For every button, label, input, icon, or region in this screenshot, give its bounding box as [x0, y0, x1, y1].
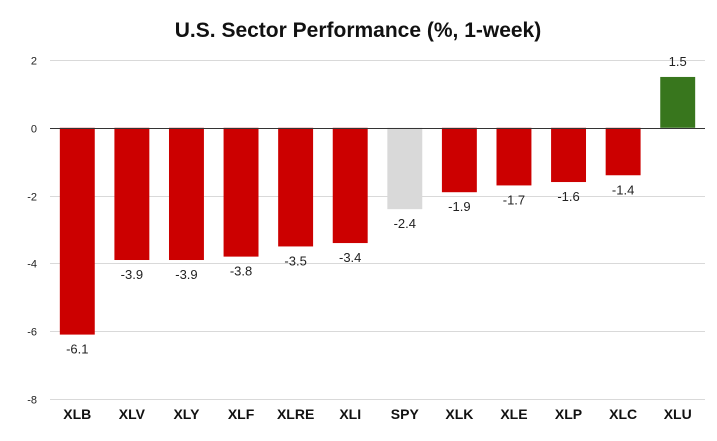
bar-xlre	[278, 127, 314, 247]
y-tick-label: -8	[27, 395, 37, 407]
x-tick-label-xle: XLE	[500, 406, 527, 422]
data-label-xlu: 1.5	[669, 54, 687, 69]
y-tick-label: -4	[27, 259, 37, 271]
x-tick-label-xlb: XLB	[63, 406, 91, 422]
bar-xli	[332, 127, 368, 244]
data-label-xlb: -6.1	[66, 342, 88, 357]
x-tick-label-xlc: XLC	[609, 406, 637, 422]
data-label-xlre: -3.5	[284, 253, 306, 268]
bar-xle	[496, 127, 532, 186]
bar-xlv	[114, 127, 150, 261]
data-label-xlk: -1.9	[448, 199, 470, 214]
bar-xlb	[59, 127, 95, 335]
y-tick-label: -6	[27, 327, 37, 339]
x-axis-tick-labels: XLB XLV XLY XLF XLRE XLI SPY XLK XLE XLP XLC XLU	[63, 406, 691, 422]
x-tick-label-xlk: XLK	[445, 406, 473, 422]
bar-xlu	[660, 76, 696, 128]
data-label-xlv: -3.9	[121, 267, 143, 282]
chart-title: U.S. Sector Performance (%, 1-week)	[175, 19, 541, 42]
x-tick-label-xlu: XLU	[664, 406, 692, 422]
y-axis-tick-labels: 2 0 -2 -4 -6 -8	[27, 56, 37, 407]
x-tick-label-spy: SPY	[391, 406, 420, 422]
bar-xlf	[223, 127, 259, 257]
x-tick-label-xlp: XLP	[555, 406, 582, 422]
data-label-xlp: -1.6	[557, 189, 579, 204]
data-label-xle: -1.7	[503, 192, 525, 207]
x-tick-label-xlv: XLV	[119, 406, 146, 422]
bar-xlp	[551, 127, 587, 183]
gridlines	[50, 60, 705, 400]
data-label-xlf: -3.8	[230, 264, 252, 279]
y-tick-label: 0	[31, 124, 37, 136]
data-label-xly: -3.9	[175, 267, 197, 282]
y-tick-label: 2	[31, 56, 37, 68]
bar-xlk	[441, 127, 477, 193]
y-tick-label: -2	[27, 192, 37, 204]
data-labels: -6.1 -3.9 -3.9 -3.8 -3.5 -3.4 -2.4 -1.9 -1.7 -1.6…	[66, 54, 687, 357]
data-label-xlc: -1.4	[612, 182, 634, 197]
bars	[59, 76, 696, 335]
bar-spy	[387, 127, 423, 210]
x-tick-label-xlre: XLRE	[277, 406, 314, 422]
bar-xly	[168, 127, 204, 261]
x-tick-label-xlf: XLF	[228, 406, 255, 422]
x-tick-label-xly: XLY	[173, 406, 200, 422]
data-label-spy: -2.4	[394, 216, 416, 231]
x-tick-label-xli: XLI	[339, 406, 361, 422]
bar-xlc	[605, 127, 641, 176]
data-label-xli: -3.4	[339, 250, 361, 265]
